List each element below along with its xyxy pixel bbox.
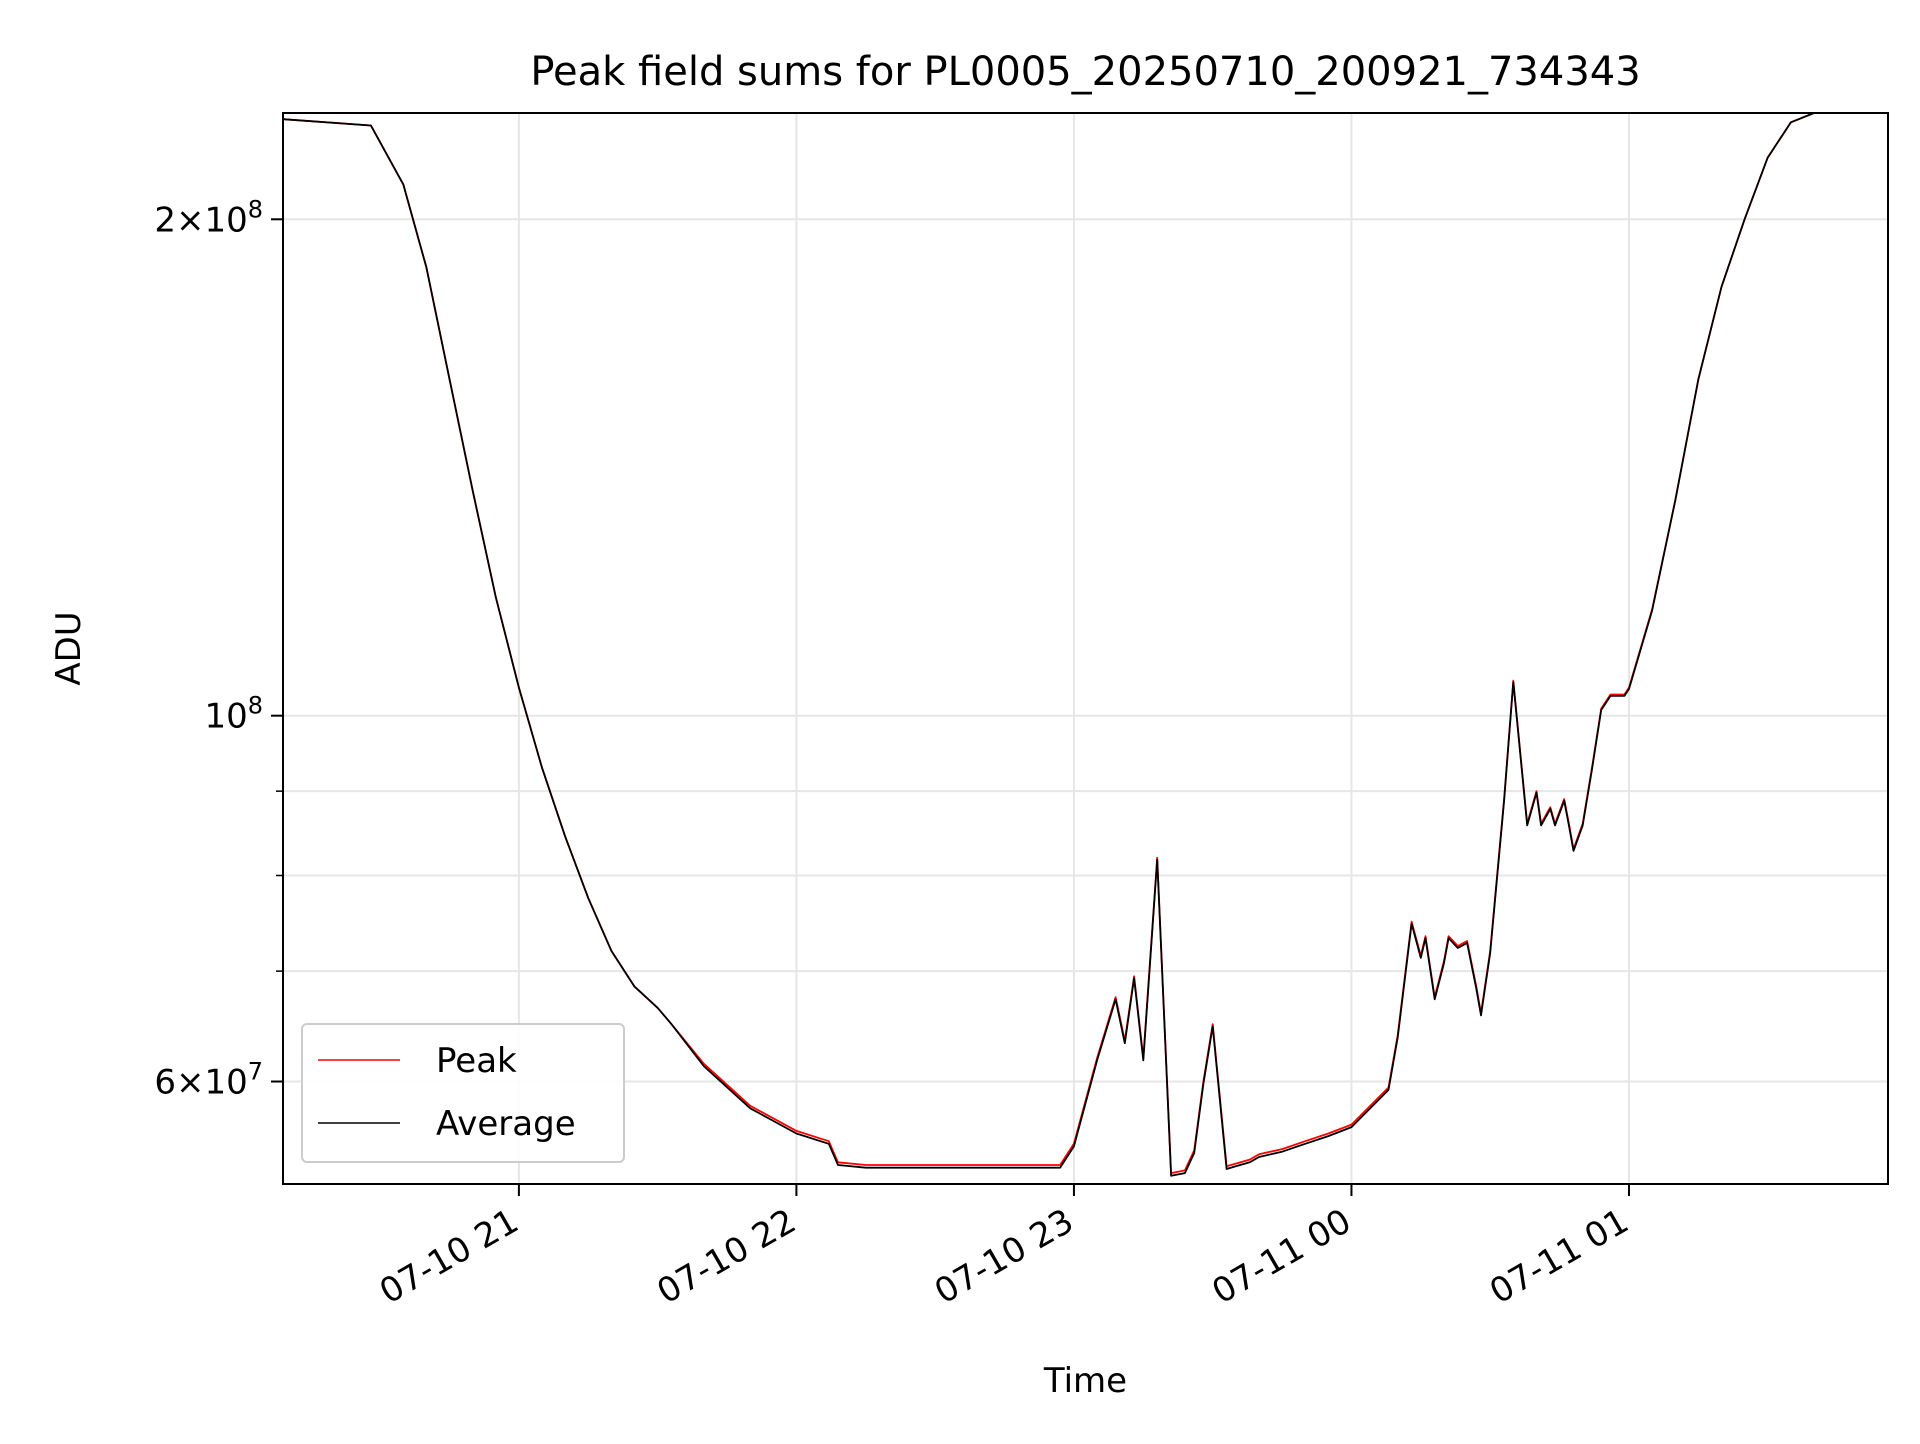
legend-label-average: Average [436,1104,576,1144]
plot-frame [282,112,1889,1185]
y-tick-label: 108 [204,692,263,737]
legend-box [301,1023,625,1163]
y-tick-label: 6×107 [154,1058,263,1103]
x-axis-label: Time [1043,1361,1127,1401]
series-line-average [282,112,1888,1177]
chart-title: Peak field sums for PL0005_20250710_2009… [530,49,1640,95]
plot-lines [282,112,1888,1177]
legend-label-peak: Peak [436,1041,517,1081]
y-tick-label: 2×108 [154,195,263,240]
legend: Peak Average [301,1023,625,1163]
y-axis-label: ADU [49,611,89,685]
